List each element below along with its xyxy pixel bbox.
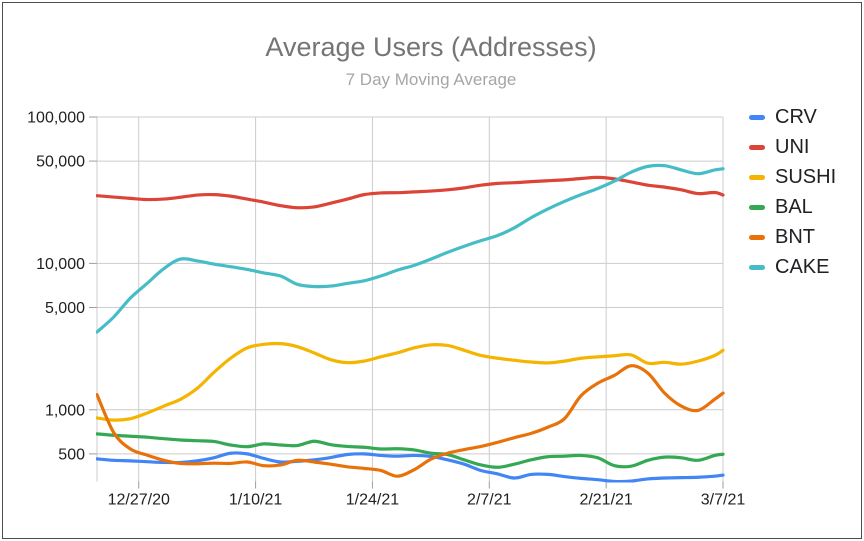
legend-label-uni: UNI [775, 136, 810, 158]
legend-item-crv: CRV [749, 106, 836, 129]
legend-label-sushi: SUSHI [775, 166, 837, 188]
legend-label-cake: CAKE [775, 256, 830, 278]
y-axis-label: 100,000 [27, 110, 85, 127]
series-line-uni [96, 175, 725, 210]
legend-swatch-cake [749, 265, 765, 270]
y-axis-labels: 100,000 50,000 10,000 5,000 1,000 500 [27, 110, 85, 464]
legend-label-crv: CRV [775, 106, 817, 128]
legend-item-bnt: BNT [749, 226, 836, 249]
series-line-crv [96, 451, 725, 483]
x-axis-label: 2/21/21 [579, 492, 632, 509]
legend-label-bnt: BNT [775, 226, 815, 248]
series-line-bal [96, 432, 725, 469]
y-axis-label: 50,000 [36, 154, 85, 171]
legend-label-bal: BAL [775, 196, 813, 218]
x-axis-labels: 12/27/20 1/10/21 1/24/21 2/7/21 2/21/21 3/7/2… [108, 492, 746, 509]
x-axis-label: 3/7/21 [701, 492, 746, 509]
legend-item-sushi: SUSHI [749, 166, 836, 189]
legend-swatch-bal [749, 205, 765, 210]
y-axis-label: 500 [58, 446, 85, 463]
legend-item-bal: BAL [749, 196, 836, 219]
legend: CRV UNI SUSHI BAL BNT CAKE [749, 106, 836, 286]
series-line-bnt [96, 364, 725, 478]
chart-subtitle: 7 Day Moving Average [345, 70, 517, 89]
series-lines [96, 163, 725, 483]
legend-item-uni: UNI [749, 136, 836, 159]
gridlines [96, 116, 724, 482]
x-axis-label: 2/7/21 [467, 492, 512, 509]
series-line-cake [96, 163, 725, 334]
legend-swatch-crv [749, 115, 765, 120]
x-axis-label: 12/27/20 [108, 492, 170, 509]
plot-area: 100,000 50,000 10,000 5,000 1,000 500 12/27/20… [27, 110, 746, 509]
tick-marks [89, 116, 724, 489]
y-axis-label: 1,000 [45, 402, 85, 419]
legend-item-cake: CAKE [749, 256, 836, 279]
x-axis-label: 1/24/21 [346, 492, 399, 509]
legend-swatch-uni [749, 145, 765, 150]
chart-title: Average Users (Addresses) [265, 32, 597, 62]
legend-swatch-bnt [749, 235, 765, 240]
series-line-sushi [96, 341, 725, 422]
x-axis-label: 1/10/21 [229, 492, 282, 509]
legend-swatch-sushi [749, 175, 765, 180]
y-axis-label: 10,000 [36, 256, 85, 273]
y-axis-label: 5,000 [45, 300, 85, 317]
